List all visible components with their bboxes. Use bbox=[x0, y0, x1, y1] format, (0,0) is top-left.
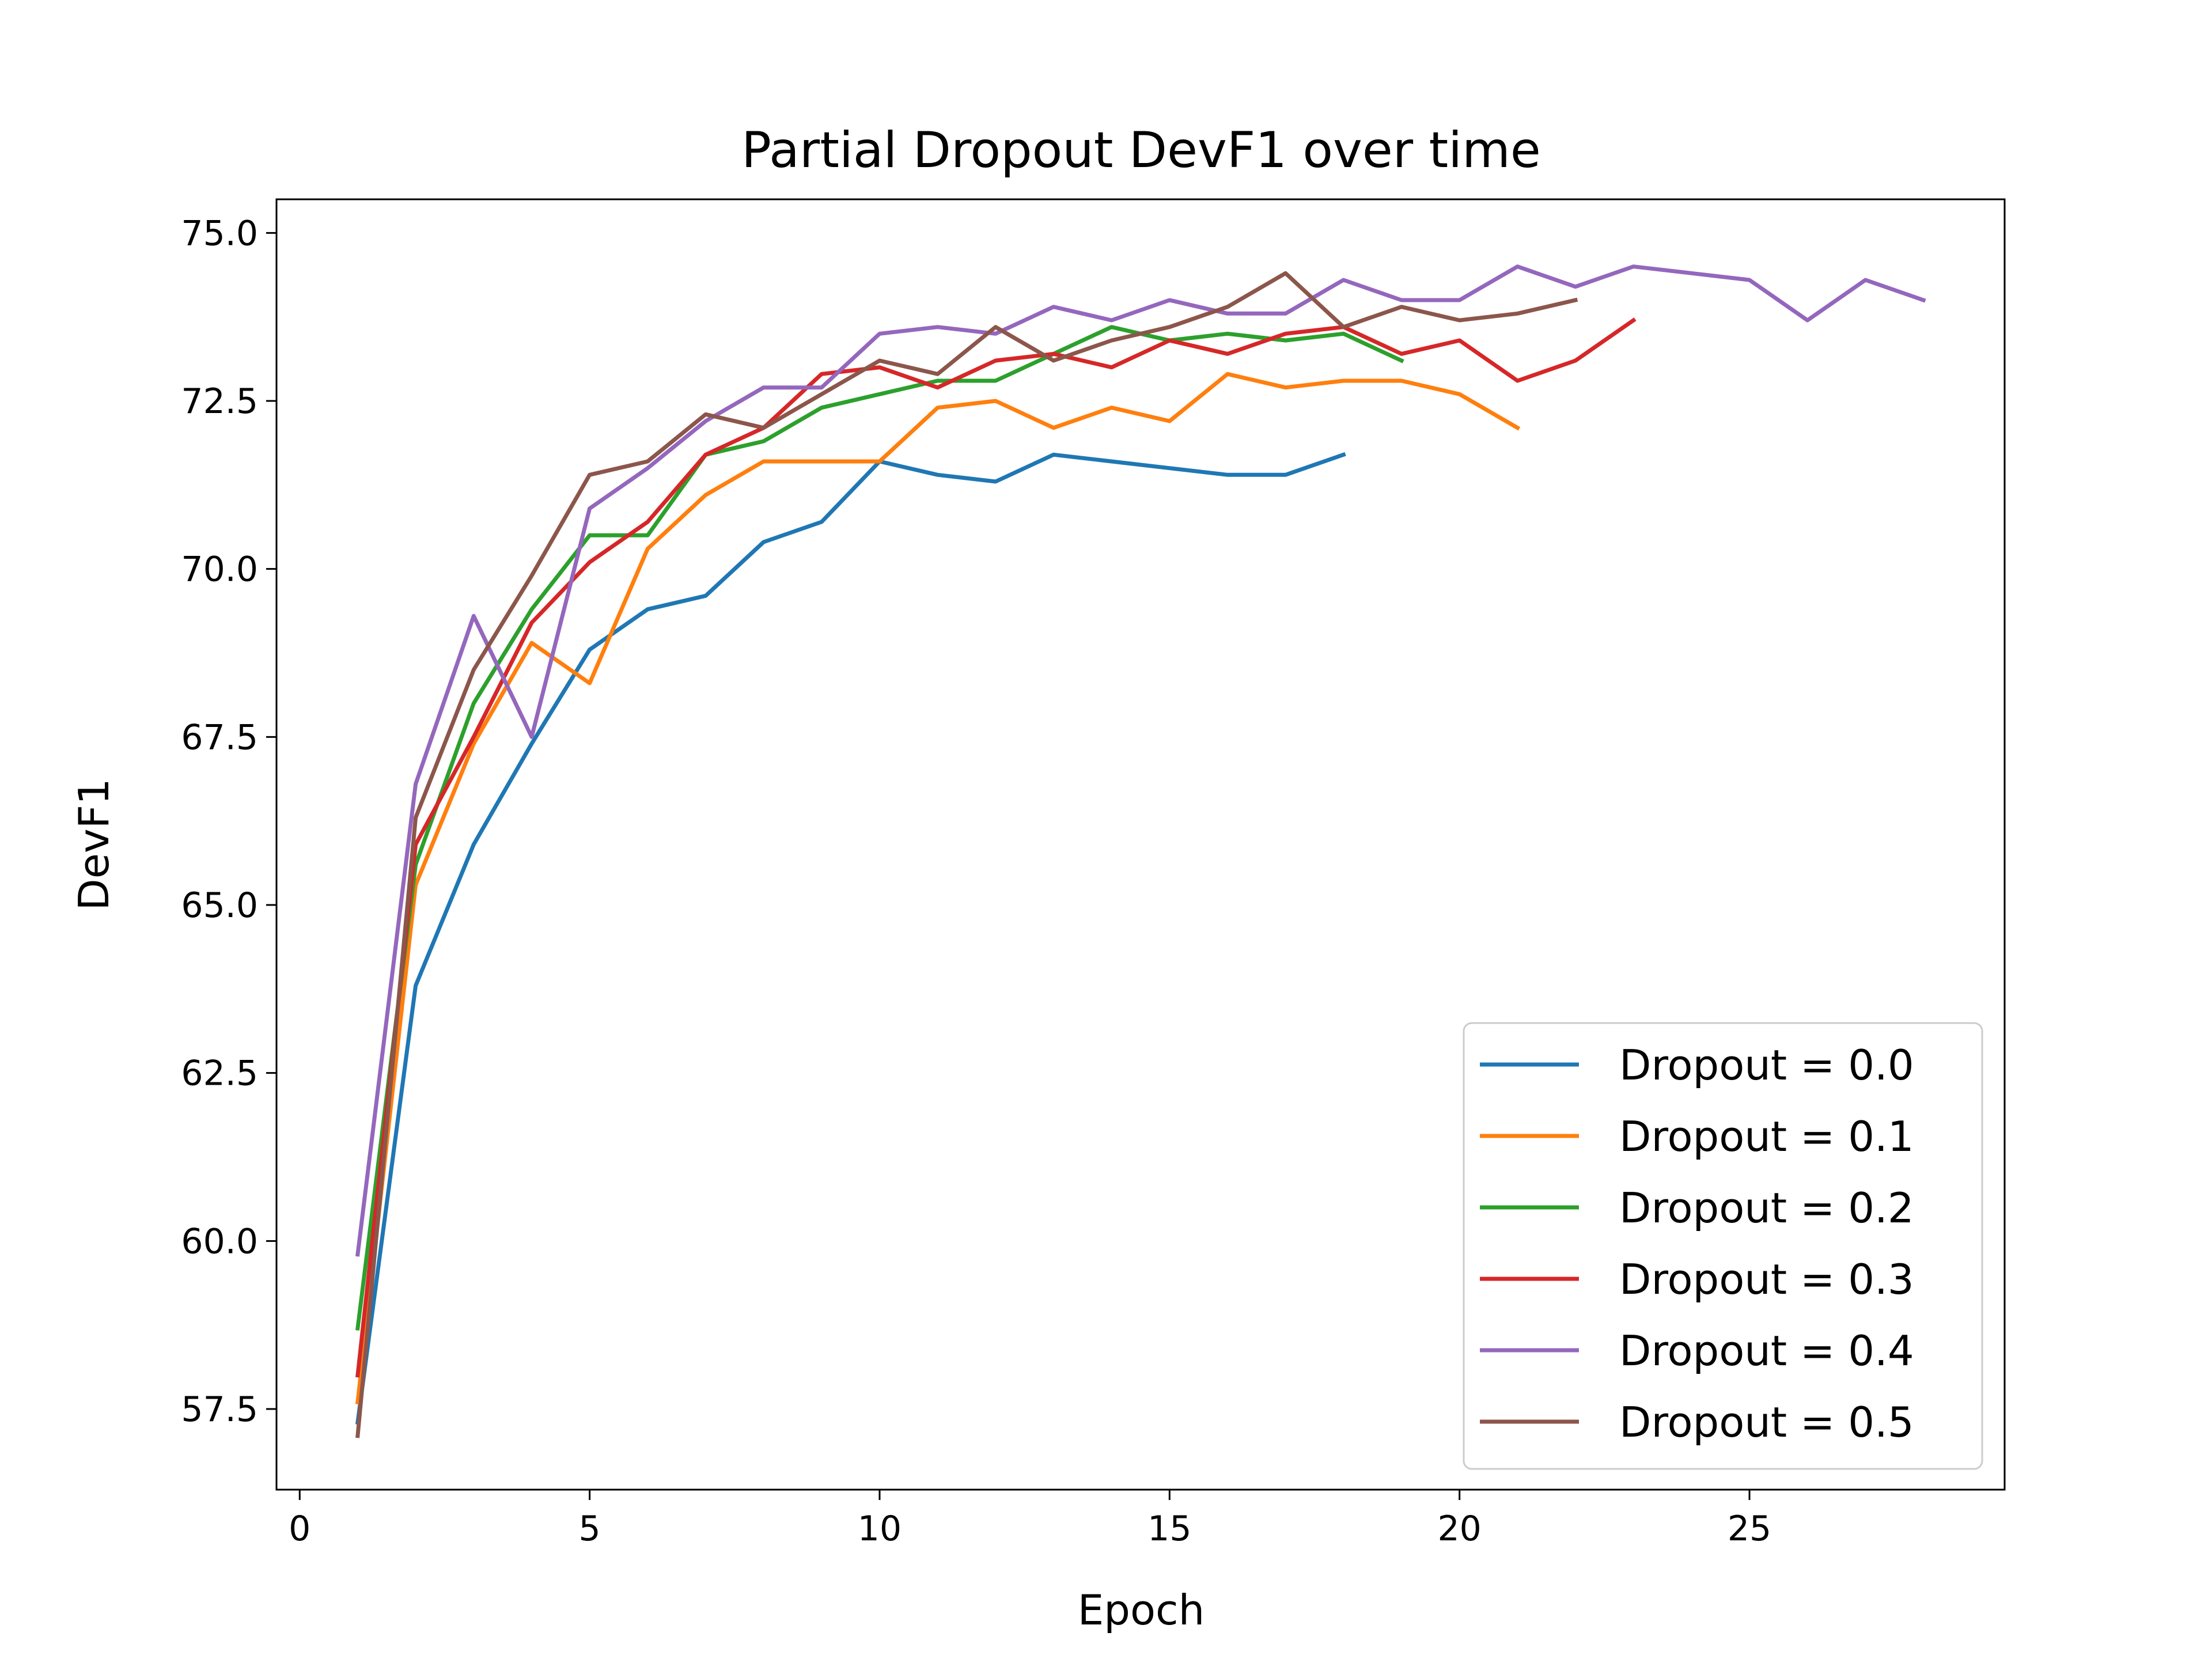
series-line-5 bbox=[355, 271, 1578, 1438]
legend-box bbox=[1463, 1022, 1983, 1470]
y-tick-label: 65.0 bbox=[181, 885, 258, 926]
legend: Dropout = 0.0 Dropout = 0.1 Dropout = 0.2 D… bbox=[1463, 1022, 1983, 1470]
y-tick-label: 70.0 bbox=[181, 550, 258, 590]
y-tick-label: 57.5 bbox=[181, 1389, 258, 1430]
x-tick-label: 25 bbox=[1728, 1509, 1771, 1549]
series-line-2 bbox=[355, 325, 1404, 1331]
y-tick-label: 75.0 bbox=[181, 213, 258, 253]
y-tick-label: 72.5 bbox=[181, 381, 258, 422]
y-tick-label: 62.5 bbox=[181, 1054, 258, 1094]
x-tick-label: 10 bbox=[858, 1509, 902, 1549]
x-axis-label: Epoch bbox=[1078, 1586, 1205, 1634]
y-axis-ticks: 57.5 60.0 62.5 65.0 67.5 70.0 72.5 75.0 bbox=[181, 213, 276, 1430]
series-line-0 bbox=[355, 452, 1346, 1425]
legend-label: Dropout = 0.0 bbox=[1619, 1041, 1914, 1089]
y-tick-label: 67.5 bbox=[181, 717, 258, 757]
legend-label: Dropout = 0.3 bbox=[1619, 1255, 1914, 1304]
x-axis-ticks: 0 5 10 15 20 25 bbox=[289, 1490, 1771, 1549]
legend-label: Dropout = 0.1 bbox=[1619, 1112, 1914, 1161]
y-tick-label: 60.0 bbox=[181, 1221, 258, 1262]
x-tick-label: 15 bbox=[1147, 1509, 1191, 1549]
x-tick-label: 0 bbox=[289, 1509, 310, 1549]
legend-label: Dropout = 0.5 bbox=[1619, 1398, 1914, 1446]
chart-title: Partial Dropout DevF1 over time bbox=[741, 122, 1541, 179]
x-tick-label: 5 bbox=[579, 1509, 601, 1549]
series-layer bbox=[355, 264, 1926, 1438]
legend-label: Dropout = 0.4 bbox=[1619, 1327, 1914, 1375]
legend-label: Dropout = 0.2 bbox=[1619, 1184, 1914, 1232]
series-line-4 bbox=[355, 264, 1926, 1257]
y-axis-label: DevF1 bbox=[70, 778, 118, 911]
x-tick-label: 20 bbox=[1438, 1509, 1482, 1549]
plot-frame bbox=[275, 198, 2006, 1491]
